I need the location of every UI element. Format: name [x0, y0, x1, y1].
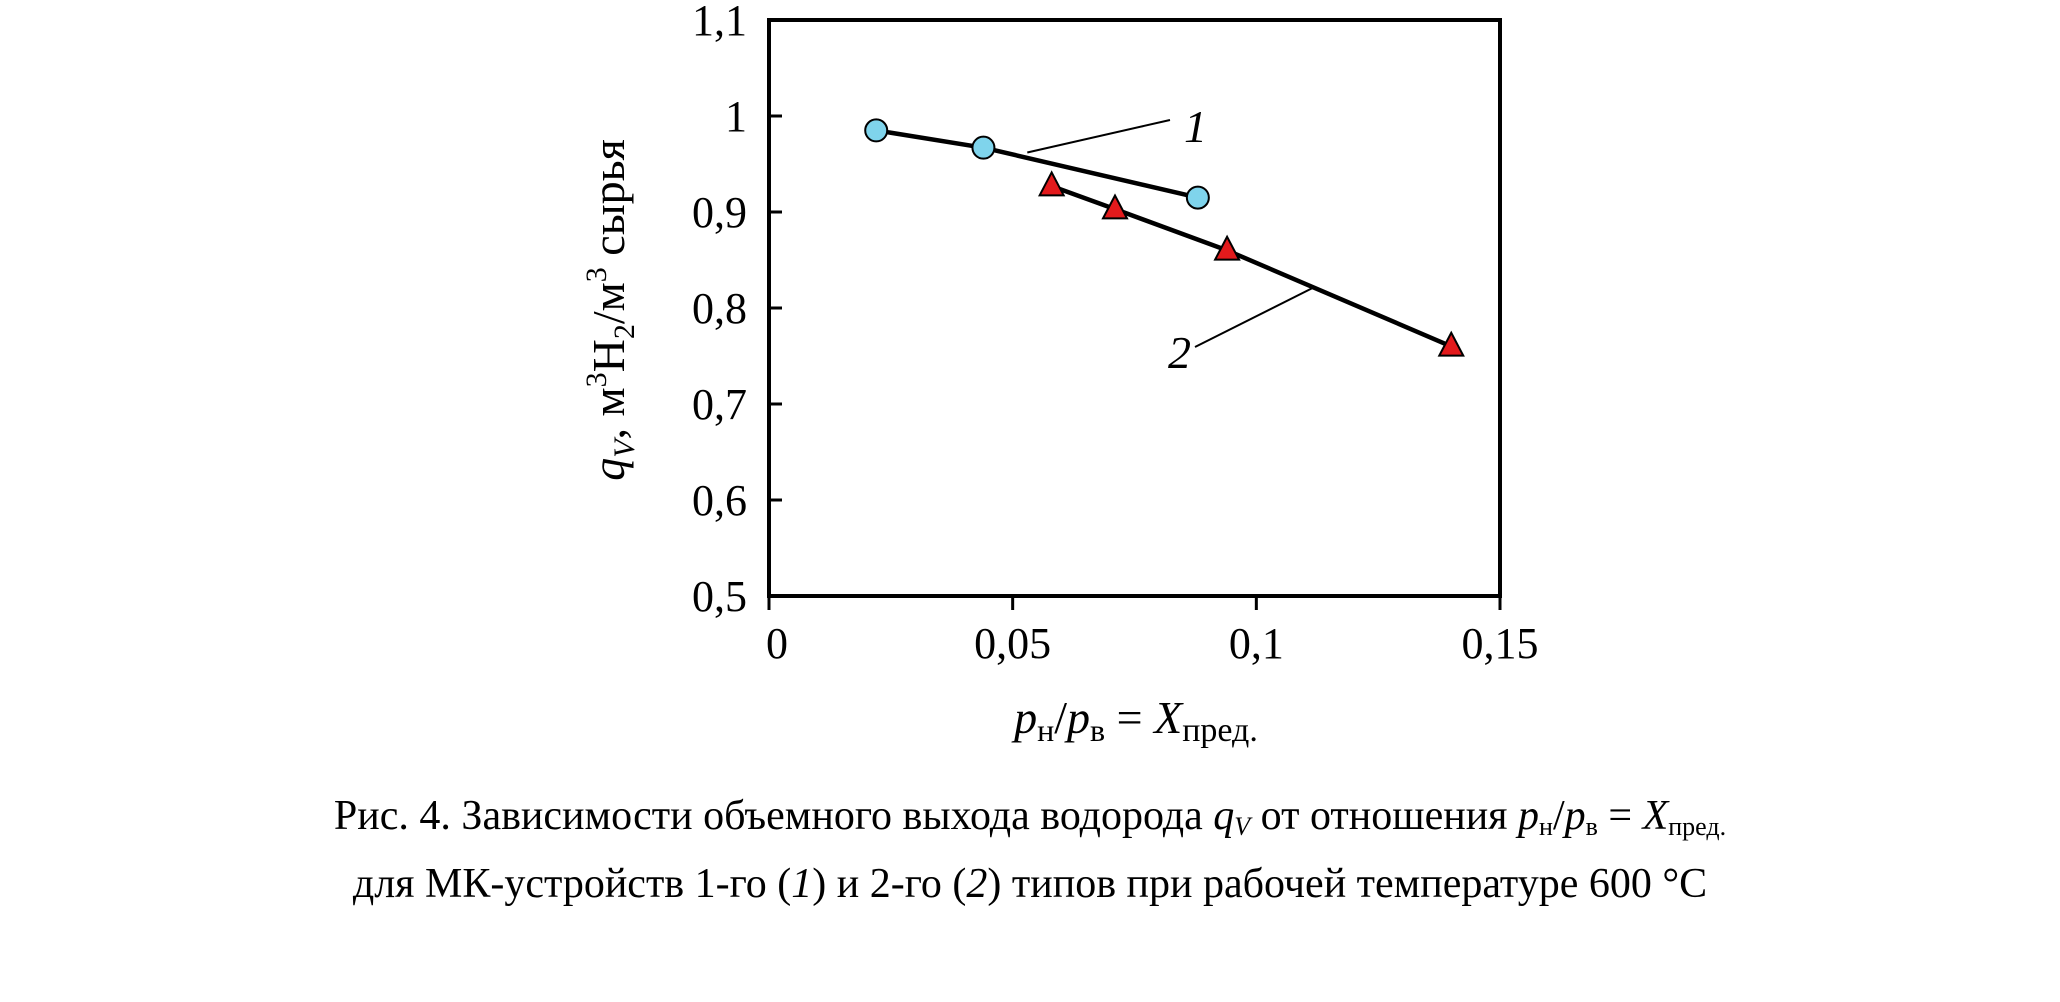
y-tick-label: 0,9 [692, 188, 747, 237]
y-axis-label: qV, м3H2/м3 сырья [580, 139, 641, 481]
caption-prefix: Рис. 4. Зависимости объемного выхода вод… [333, 793, 1214, 839]
series-2-line [1050, 183, 1453, 349]
series-markers [864, 118, 1465, 357]
x-label-x: X [1152, 692, 1184, 743]
x-label-slash: / [1054, 692, 1067, 743]
caption-sub-v: V [1234, 812, 1251, 841]
series-1-label: 1 [1184, 101, 1207, 152]
y-label-sup-3b: 3 [580, 267, 613, 282]
plot-frame [767, 18, 1502, 598]
y-tick-label: 1 [725, 92, 747, 141]
x-axis-ticks: 0 0,05 0,1 0,15 [766, 596, 1539, 668]
caption-p2: p [1564, 793, 1586, 839]
caption-sub-pred: пред. [1668, 812, 1727, 841]
y-label-sup-3a: 3 [580, 372, 613, 387]
caption-sub-n: н [1539, 812, 1553, 841]
caption-line-2: для МК-устройств 1-го (1) и 2-го (2) тип… [0, 856, 2060, 912]
y-label-h: H [583, 339, 634, 372]
series-1-point [864, 118, 889, 143]
x-tick-label: 0,15 [1462, 619, 1539, 668]
caption-slash: / [1552, 793, 1565, 839]
y-tick-label: 0,8 [692, 284, 747, 333]
series-2-point [1101, 193, 1129, 220]
series-2-label: 2 [1168, 327, 1191, 378]
caption2-mid: ) и 2-го ( [812, 861, 967, 907]
series-1-leader [1027, 119, 1171, 154]
x-label-sub-pred: пред. [1182, 712, 1258, 749]
caption-q: q [1213, 793, 1235, 839]
x-label-sub-n: н [1037, 712, 1054, 748]
y-tick-label: 0,5 [692, 572, 747, 621]
caption-eq: = [1597, 793, 1643, 839]
series-2-leader [1194, 285, 1316, 348]
series-2-point [1037, 170, 1066, 197]
series-2-point [1437, 330, 1465, 357]
x-label-sub-v: в [1090, 712, 1105, 748]
y-label-rest: сырья [583, 139, 634, 267]
caption2-n2: 2 [966, 861, 988, 907]
y-tick-label: 1,1 [692, 0, 747, 45]
x-label-eq: = [1105, 692, 1154, 743]
x-label-p2: p [1064, 692, 1090, 743]
caption-line-1: Рис. 4. Зависимости объемного выхода вод… [0, 788, 2060, 855]
x-tick-label: 0,05 [974, 619, 1051, 668]
caption2-n1: 1 [791, 861, 813, 907]
y-label-sub-v: V [608, 436, 641, 458]
x-label-p1: p [1011, 692, 1037, 743]
y-label-q: q [583, 458, 634, 481]
y-label-slash-m: /м [583, 282, 634, 324]
series-1-point [1185, 185, 1210, 210]
caption2-suffix: ) типов при рабочей температуре 600 °С [987, 861, 1708, 907]
caption2-prefix: для МК-устройств 1-го ( [352, 861, 792, 907]
y-label-sub-2: 2 [608, 324, 641, 339]
caption-sub-v2: в [1585, 812, 1598, 841]
y-tick-label: 0,7 [692, 380, 747, 429]
series-1-point [971, 135, 996, 160]
y-label-unit-m: , м [583, 387, 634, 439]
caption-middle: от отношения [1250, 793, 1519, 839]
caption-x: X [1642, 793, 1669, 839]
x-tick-label: 0 [766, 619, 788, 668]
x-axis-label: pн/pв = Xпред. [1011, 692, 1258, 749]
series-labels: 12 [1027, 101, 1316, 378]
y-tick-label: 0,6 [692, 476, 747, 525]
y-axis-ticks: 0,5 0,6 0,7 0,8 0,9 1 1,1 [692, 0, 782, 621]
caption-p1: p [1518, 793, 1540, 839]
series-2-point [1213, 234, 1241, 261]
x-tick-label: 0,1 [1229, 619, 1284, 668]
